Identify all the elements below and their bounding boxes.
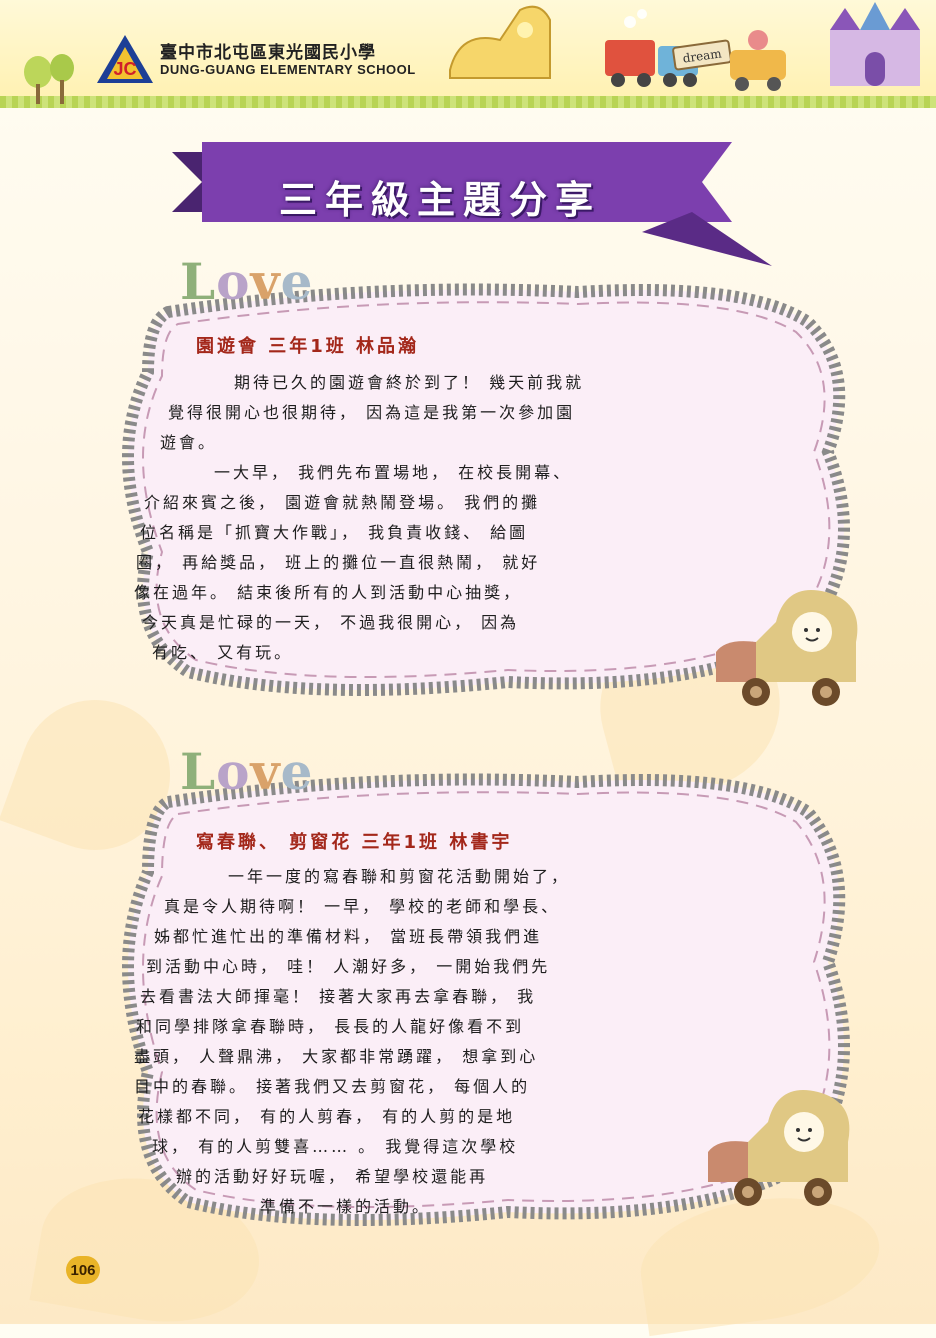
body-line: 位名稱是「抓寶大作戰」， 我負責收錢、 給圖 xyxy=(140,523,529,542)
body-line: 花樣都不同， 有的人剪春， 有的人剪的是地 xyxy=(138,1107,516,1126)
body-line: 去看書法大師揮毫！ 接著大家再去拿春聯， 我 xyxy=(140,987,537,1006)
cartoon-car-icon xyxy=(716,590,858,706)
body-line: 辦的活動好好玩喔， 希望學校還能再 xyxy=(176,1167,489,1186)
tree-icon xyxy=(24,54,74,104)
body-line: 一大早， 我們先布置場地， 在校長開幕、 xyxy=(214,463,573,482)
article-title: 園遊會 三年1班 林品瀚 xyxy=(196,336,420,357)
body-line: 一年一度的寫春聯和剪窗花活動開始了， xyxy=(228,867,571,886)
article-card: Love 寫春聯、 剪窗花 三年1班 林書宇 一年一度的寫春聯和剪窗花活動開始了… xyxy=(108,742,868,1252)
body-line: 姊都忙進忙出的準備材料， 當班長帶領我們進 xyxy=(154,927,543,946)
page-header: JC 臺中市北屯區東光國民小學 DUNG-GUANG ELEMENTARY SC… xyxy=(0,0,936,112)
article-body: 期待已久的園遊會終於到了！ 幾天前我就 覺得很開心也很期待， 因為這是我第一次參… xyxy=(134,368,585,668)
article-card: Love 園遊會 三年1班 林品瀚 期待已久的園遊會終於到了！ 幾天前我就 覺得… xyxy=(108,252,868,722)
body-line: 盡頭， 人聲鼎沸， 大家都非常踴躍， 想拿到心 xyxy=(134,1047,539,1066)
love-letter: L xyxy=(180,252,217,311)
body-line: 覺得很開心也很期待， 因為這是我第一次參加園 xyxy=(168,403,576,422)
love-label: Love xyxy=(180,252,313,311)
love-letter: v xyxy=(250,252,281,311)
body-line: 圈， 再給獎品， 班上的攤位一直很熱鬧， 就好 xyxy=(136,553,541,572)
body-line: 期待已久的園遊會終於到了！ 幾天前我就 xyxy=(234,373,585,392)
love-letter: e xyxy=(280,252,314,311)
school-logo-icon: JC xyxy=(97,35,153,83)
card-frame xyxy=(122,283,850,696)
page-number: 106 xyxy=(66,1256,100,1284)
body-line: 準備不一樣的活動。 xyxy=(260,1197,432,1216)
body-line: 有吃、 又有玩。 xyxy=(152,643,294,662)
dream-sign-text: dream xyxy=(682,46,723,65)
title-ribbon xyxy=(172,142,772,266)
body-line: 介紹來賓之後， 園遊會就熱鬧登場。 我們的攤 xyxy=(144,493,541,512)
toy-illustration: dream xyxy=(449,2,920,91)
cartoon-car-icon xyxy=(708,1090,850,1206)
body-line: 到活動中心時， 哇！ 人潮好多， 一開始我們先 xyxy=(146,957,551,976)
article-body: 一年一度的寫春聯和剪窗花活動開始了， 真是令人期待啊！ 一早， 學校的老師和學長… xyxy=(134,862,571,1222)
school-name: 臺中市北屯區東光國民小學 xyxy=(160,43,376,62)
article-title: 寫春聯、 剪窗花 三年1班 林書宇 xyxy=(196,832,513,853)
love-letter: e xyxy=(280,742,314,801)
body-line: 球， 有的人剪雙喜…… 。 我覺得這次學校 xyxy=(152,1137,519,1156)
body-line: 真是令人期待啊！ 一早， 學校的老師和學長、 xyxy=(164,897,561,916)
school-name-english: DUNG-GUANG ELEMENTARY SCHOOL xyxy=(160,62,416,77)
body-line: 今天真是忙碌的一天， 不過我很開心， 因為 xyxy=(142,613,520,632)
logo-text: JC xyxy=(113,59,136,79)
love-letter: o xyxy=(216,252,251,311)
body-line: 遊會。 xyxy=(160,433,218,452)
love-letter: L xyxy=(180,742,217,801)
card-frame xyxy=(122,773,850,1226)
body-line: 像在過年。 結束後所有的人到活動中心抽獎， xyxy=(134,583,523,602)
love-letter: o xyxy=(216,742,251,801)
section-title: 三年級主題分享 xyxy=(278,177,601,222)
body-line: 和同學排隊拿春聯時， 長長的人龍好像看不到 xyxy=(136,1017,525,1036)
love-label: Love xyxy=(180,742,313,801)
love-letter: v xyxy=(250,742,281,801)
grass-border xyxy=(0,96,936,108)
body-line: 目中的春聯。 接著我們又去剪窗花， 每個人的 xyxy=(134,1077,531,1096)
